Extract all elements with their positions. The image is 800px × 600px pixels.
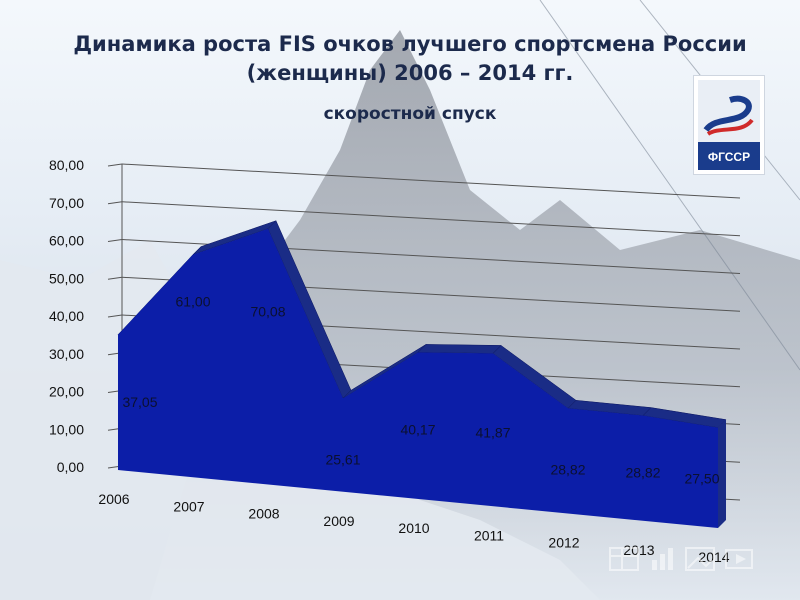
gridline-depth: [107, 276, 123, 280]
x-tick-label: 2011: [474, 527, 504, 543]
x-tick-label: 2010: [398, 520, 429, 536]
chart-title-line2: (женщины) 2006 – 2014 гг.: [246, 61, 574, 85]
gridline: [121, 201, 741, 237]
y-tick-label: 20,00: [49, 384, 84, 400]
y-axis-ticks: 0,00 10,00 20,00 30,00 40,00 50,00 60,00 70,00 8…: [49, 157, 84, 475]
video-icon: [725, 549, 753, 569]
data-label: 25,61: [325, 451, 360, 467]
y-tick-label: 50,00: [49, 270, 84, 286]
media-controls: [609, 547, 753, 571]
logo-icon: [698, 80, 760, 170]
picture-icon: [685, 547, 715, 571]
area-top-segment: [417, 344, 502, 354]
data-label: 27,50: [684, 471, 719, 487]
y-tick-label: 70,00: [49, 195, 84, 211]
gridline-depth: [107, 201, 123, 205]
y-tick-label: 60,00: [49, 233, 84, 249]
x-tick-label: 2009: [323, 513, 354, 529]
data-label: 28,82: [550, 461, 585, 477]
y-tick-label: 10,00: [49, 421, 84, 437]
data-label: 28,82: [625, 465, 660, 481]
area-front: [118, 228, 718, 528]
area-series: [117, 220, 727, 528]
x-tick-label: 2008: [248, 506, 279, 522]
data-label: 70,08: [250, 304, 285, 320]
chart-title-line1: Динамика роста FIS очков лучшего спортсм…: [73, 32, 747, 56]
chart-subtitle: скоростной спуск: [323, 104, 497, 124]
y-tick-label: 80,00: [49, 157, 84, 173]
table-icon: [609, 547, 639, 571]
y-tick-label: 0,00: [57, 459, 84, 475]
y-tick-label: 40,00: [49, 308, 84, 324]
data-label: 61,00: [175, 294, 210, 310]
x-tick-label: 2013: [623, 542, 654, 558]
x-tick-label: 2006: [98, 491, 129, 507]
gridline-depth: [107, 239, 123, 242]
fgssr-logo: ФГССР: [693, 75, 765, 175]
x-tick-label: 2012: [548, 535, 579, 551]
x-tick-label: 2007: [173, 498, 204, 514]
gridline-depth: [107, 163, 123, 167]
data-label: 41,87: [475, 424, 510, 440]
chart-icon: [652, 548, 673, 570]
data-label: 40,17: [400, 421, 435, 437]
gridline-depth: [107, 314, 123, 318]
y-tick-label: 30,00: [49, 346, 84, 362]
logo-text: ФГССР: [707, 150, 751, 164]
data-label: 37,05: [122, 394, 157, 410]
area-side: [718, 419, 726, 528]
data-labels: 37,05 61,00 70,08 25,61 40,17 41,87 28,82 28,82…: [122, 294, 719, 487]
gridline: [121, 163, 741, 199]
